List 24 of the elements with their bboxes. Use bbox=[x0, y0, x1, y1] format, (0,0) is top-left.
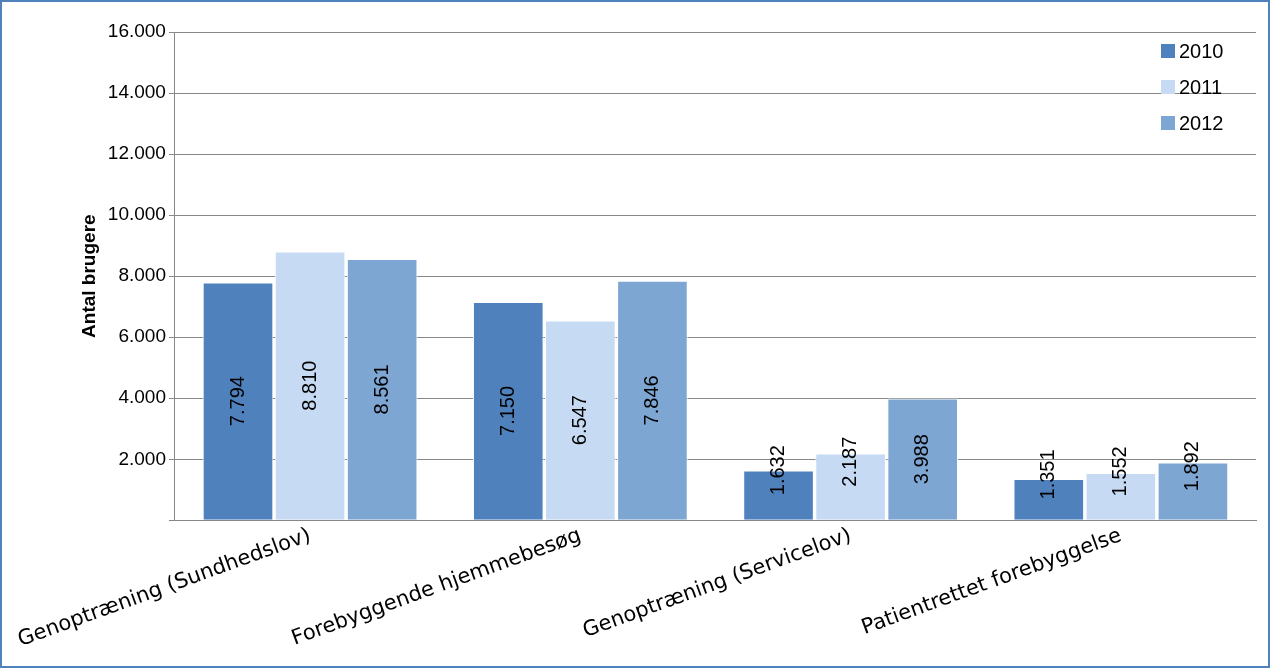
y-tick-label: 10.000 bbox=[107, 203, 166, 225]
legend-label: 2011 bbox=[1179, 75, 1223, 98]
y-tick-label: 16.000 bbox=[107, 20, 166, 42]
y-tick-label: 12.000 bbox=[107, 142, 166, 164]
data-label: 1.632 bbox=[766, 445, 789, 496]
y-axis-title: Antal brugere bbox=[77, 214, 99, 338]
data-label: 2.187 bbox=[838, 436, 861, 487]
y-tick-label: 2.000 bbox=[118, 447, 166, 469]
y-tick-label: 6.000 bbox=[118, 325, 166, 347]
data-label: 1.351 bbox=[1036, 449, 1059, 500]
y-tick-label: 14.000 bbox=[107, 81, 166, 103]
y-tick-label: 4.000 bbox=[118, 386, 166, 408]
data-label: 8.810 bbox=[297, 360, 320, 411]
legend-label: 2010 bbox=[1179, 39, 1224, 62]
data-label: 7.846 bbox=[639, 375, 662, 426]
data-label: 8.561 bbox=[369, 364, 392, 415]
data-label: 1.552 bbox=[1108, 446, 1131, 497]
data-label: 7.794 bbox=[225, 376, 248, 427]
data-label: 7.150 bbox=[495, 385, 518, 436]
data-label: 1.892 bbox=[1180, 441, 1203, 492]
legend-label: 2012 bbox=[1179, 111, 1224, 134]
data-label: 6.547 bbox=[567, 395, 590, 446]
data-label: 3.988 bbox=[910, 434, 933, 485]
y-tick-label: 8.000 bbox=[118, 264, 166, 286]
